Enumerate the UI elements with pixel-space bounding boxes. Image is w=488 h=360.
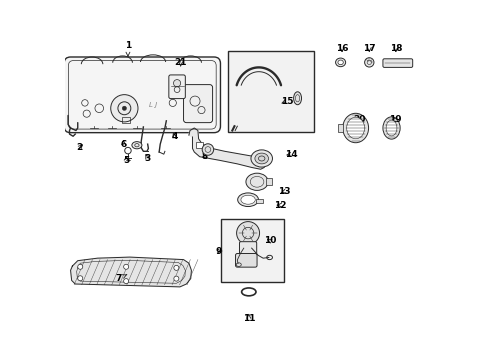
- Ellipse shape: [237, 193, 258, 207]
- Polygon shape: [70, 257, 191, 287]
- Text: 12: 12: [274, 201, 286, 210]
- FancyBboxPatch shape: [168, 75, 185, 99]
- Text: 9: 9: [215, 247, 222, 256]
- Text: L J: L J: [149, 102, 157, 108]
- Circle shape: [364, 58, 373, 67]
- Bar: [255, 199, 263, 203]
- Text: 7: 7: [115, 274, 126, 283]
- Ellipse shape: [293, 92, 301, 105]
- Text: 5: 5: [123, 156, 129, 165]
- Ellipse shape: [342, 113, 368, 143]
- Text: 8: 8: [202, 152, 208, 161]
- FancyBboxPatch shape: [235, 253, 257, 267]
- Bar: [228, 51, 314, 132]
- Text: 10: 10: [264, 237, 276, 246]
- FancyBboxPatch shape: [183, 85, 212, 123]
- Text: 20: 20: [352, 115, 365, 124]
- Bar: [265, 178, 272, 185]
- Text: 4: 4: [171, 132, 178, 141]
- Circle shape: [236, 222, 259, 244]
- Text: 1: 1: [124, 41, 131, 56]
- Text: 11: 11: [242, 314, 255, 323]
- Circle shape: [110, 95, 138, 122]
- Bar: [221, 220, 284, 282]
- Ellipse shape: [337, 60, 343, 65]
- Text: 19: 19: [388, 115, 401, 124]
- FancyBboxPatch shape: [64, 57, 220, 133]
- Text: 14: 14: [285, 150, 298, 159]
- Text: 2: 2: [76, 143, 82, 152]
- Ellipse shape: [346, 117, 364, 139]
- Circle shape: [173, 80, 180, 87]
- Ellipse shape: [254, 153, 268, 164]
- Text: 6: 6: [120, 140, 126, 149]
- Ellipse shape: [241, 195, 255, 204]
- Circle shape: [174, 276, 179, 281]
- Circle shape: [202, 144, 213, 155]
- FancyBboxPatch shape: [382, 59, 412, 67]
- Ellipse shape: [386, 120, 396, 136]
- Ellipse shape: [250, 150, 272, 167]
- Text: 21: 21: [174, 58, 186, 67]
- Text: 18: 18: [389, 44, 401, 53]
- Bar: [122, 117, 129, 123]
- Ellipse shape: [132, 141, 142, 149]
- Circle shape: [78, 276, 82, 281]
- Ellipse shape: [245, 173, 267, 190]
- Circle shape: [174, 265, 179, 270]
- FancyBboxPatch shape: [239, 242, 256, 256]
- Bar: [196, 142, 203, 148]
- Text: 16: 16: [335, 44, 347, 53]
- Text: 15: 15: [280, 96, 292, 105]
- Polygon shape: [188, 128, 264, 169]
- Text: 17: 17: [362, 44, 375, 53]
- Bar: [338, 124, 343, 132]
- Ellipse shape: [382, 117, 399, 139]
- Text: 3: 3: [144, 154, 150, 163]
- Circle shape: [122, 106, 126, 111]
- Text: 13: 13: [278, 187, 290, 196]
- Circle shape: [123, 279, 128, 284]
- Ellipse shape: [335, 58, 345, 67]
- Circle shape: [123, 264, 128, 269]
- Circle shape: [78, 264, 82, 269]
